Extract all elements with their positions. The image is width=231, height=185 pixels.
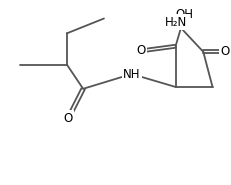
Text: O: O	[64, 112, 73, 125]
Text: NH: NH	[123, 68, 140, 80]
Text: OH: OH	[176, 8, 194, 21]
Text: H₂N: H₂N	[164, 16, 187, 29]
Text: O: O	[221, 45, 230, 58]
Text: O: O	[136, 44, 146, 57]
